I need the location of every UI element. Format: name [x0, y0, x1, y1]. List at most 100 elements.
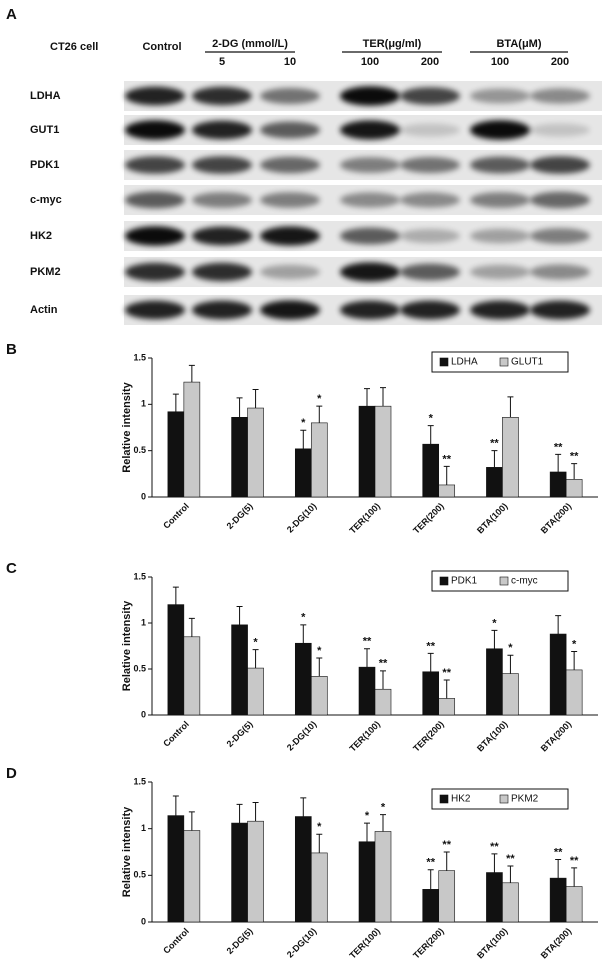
significance: * [253, 637, 258, 649]
blot-band [260, 156, 320, 174]
significance: * [572, 638, 577, 650]
blot-band [400, 229, 460, 243]
y-tick-label: 0 [141, 491, 146, 501]
error-bar [364, 648, 370, 668]
blot-row-label: GUT1 [30, 124, 59, 136]
bar [310, 422, 328, 498]
error-bar [443, 679, 450, 699]
blot-band [260, 226, 320, 246]
significance: * [317, 821, 322, 833]
error-bar [507, 865, 514, 883]
x-tick-label: TER(200) [411, 719, 446, 754]
error-bar [427, 652, 434, 672]
panel-label: B [6, 341, 17, 358]
x-tick-label: Control [161, 719, 191, 749]
error-bar [188, 811, 195, 831]
error-bar [427, 425, 434, 445]
bar [549, 877, 567, 923]
bar [310, 852, 328, 923]
blot-band [192, 156, 252, 174]
x-tick-label: 2-DG(5) [225, 926, 255, 956]
bar [231, 417, 248, 498]
blot-band [340, 157, 400, 173]
legend-swatch [439, 576, 449, 586]
bar [294, 448, 312, 498]
legend-swatch [499, 576, 509, 586]
bar [438, 484, 456, 498]
error-bar [491, 853, 498, 873]
error-bar [172, 795, 179, 816]
blot-band [400, 192, 460, 208]
bar [247, 407, 264, 498]
bar [294, 816, 312, 923]
error-bar [236, 397, 243, 418]
error-bar [507, 396, 514, 418]
y-tick-label: 0 [141, 916, 146, 926]
dose-label: 10 [284, 56, 296, 68]
blot-band [125, 300, 185, 320]
error-bar [571, 867, 578, 887]
bar [486, 467, 503, 498]
error-bar [427, 869, 434, 890]
x-tick-label: TER(100) [347, 719, 382, 754]
x-tick-label: BTA(200) [539, 719, 574, 754]
blot-band [400, 263, 460, 281]
significance: * [429, 413, 434, 425]
y-axis-label: Relative intensity [121, 806, 133, 897]
significance: * [508, 642, 513, 654]
bar [549, 471, 567, 498]
bar [167, 604, 185, 716]
blot-row-label: Actin [30, 304, 58, 316]
dose-label: 100 [491, 56, 509, 68]
panel-label: A [6, 6, 17, 23]
legend-swatch [499, 357, 509, 367]
blot-band [470, 120, 530, 140]
bar [183, 830, 201, 923]
blot-band [400, 157, 460, 173]
y-tick-label: 0 [141, 709, 146, 719]
error-bar [252, 649, 259, 669]
x-tick-label: 2-DG(10) [285, 501, 319, 535]
bar [231, 624, 248, 716]
significance: * [301, 612, 306, 624]
bar [247, 667, 264, 716]
dose-label: 200 [421, 56, 439, 68]
error-bar [380, 814, 386, 832]
y-tick-label: 1.5 [133, 352, 146, 362]
error-bar [491, 450, 498, 468]
significance: ** [554, 441, 563, 453]
significance: ** [442, 839, 451, 851]
blot-row-label: PDK1 [30, 159, 59, 171]
bar [374, 688, 392, 716]
error-bar [555, 858, 562, 879]
legend-label: PKM2 [511, 794, 539, 805]
error-bar [380, 670, 386, 690]
bar [565, 886, 583, 923]
blot-band [400, 87, 460, 105]
x-tick-label: 2-DG(5) [225, 501, 255, 531]
bar [565, 669, 583, 716]
error-bar [507, 654, 514, 674]
blot-band [530, 300, 590, 320]
blot-band [192, 120, 252, 140]
bar [486, 872, 503, 923]
error-bar [172, 393, 179, 412]
control-label: Control [142, 41, 181, 53]
error-bar [236, 605, 243, 625]
significance: ** [363, 636, 372, 648]
group-label: TER(μg/ml) [363, 38, 422, 50]
significance: ** [426, 640, 435, 652]
blot-band [400, 300, 460, 320]
x-tick-label: BTA(200) [539, 926, 574, 961]
bar [310, 676, 328, 716]
bar [167, 411, 185, 498]
legend-label: c-myc [511, 576, 538, 587]
significance: * [381, 802, 386, 814]
x-tick-label: BTA(100) [475, 926, 510, 961]
error-bar [364, 822, 370, 842]
y-tick-label: 1 [141, 823, 146, 833]
bar [549, 633, 567, 716]
blot-band [530, 264, 590, 280]
bar [183, 636, 201, 716]
panel-label: C [6, 560, 17, 577]
